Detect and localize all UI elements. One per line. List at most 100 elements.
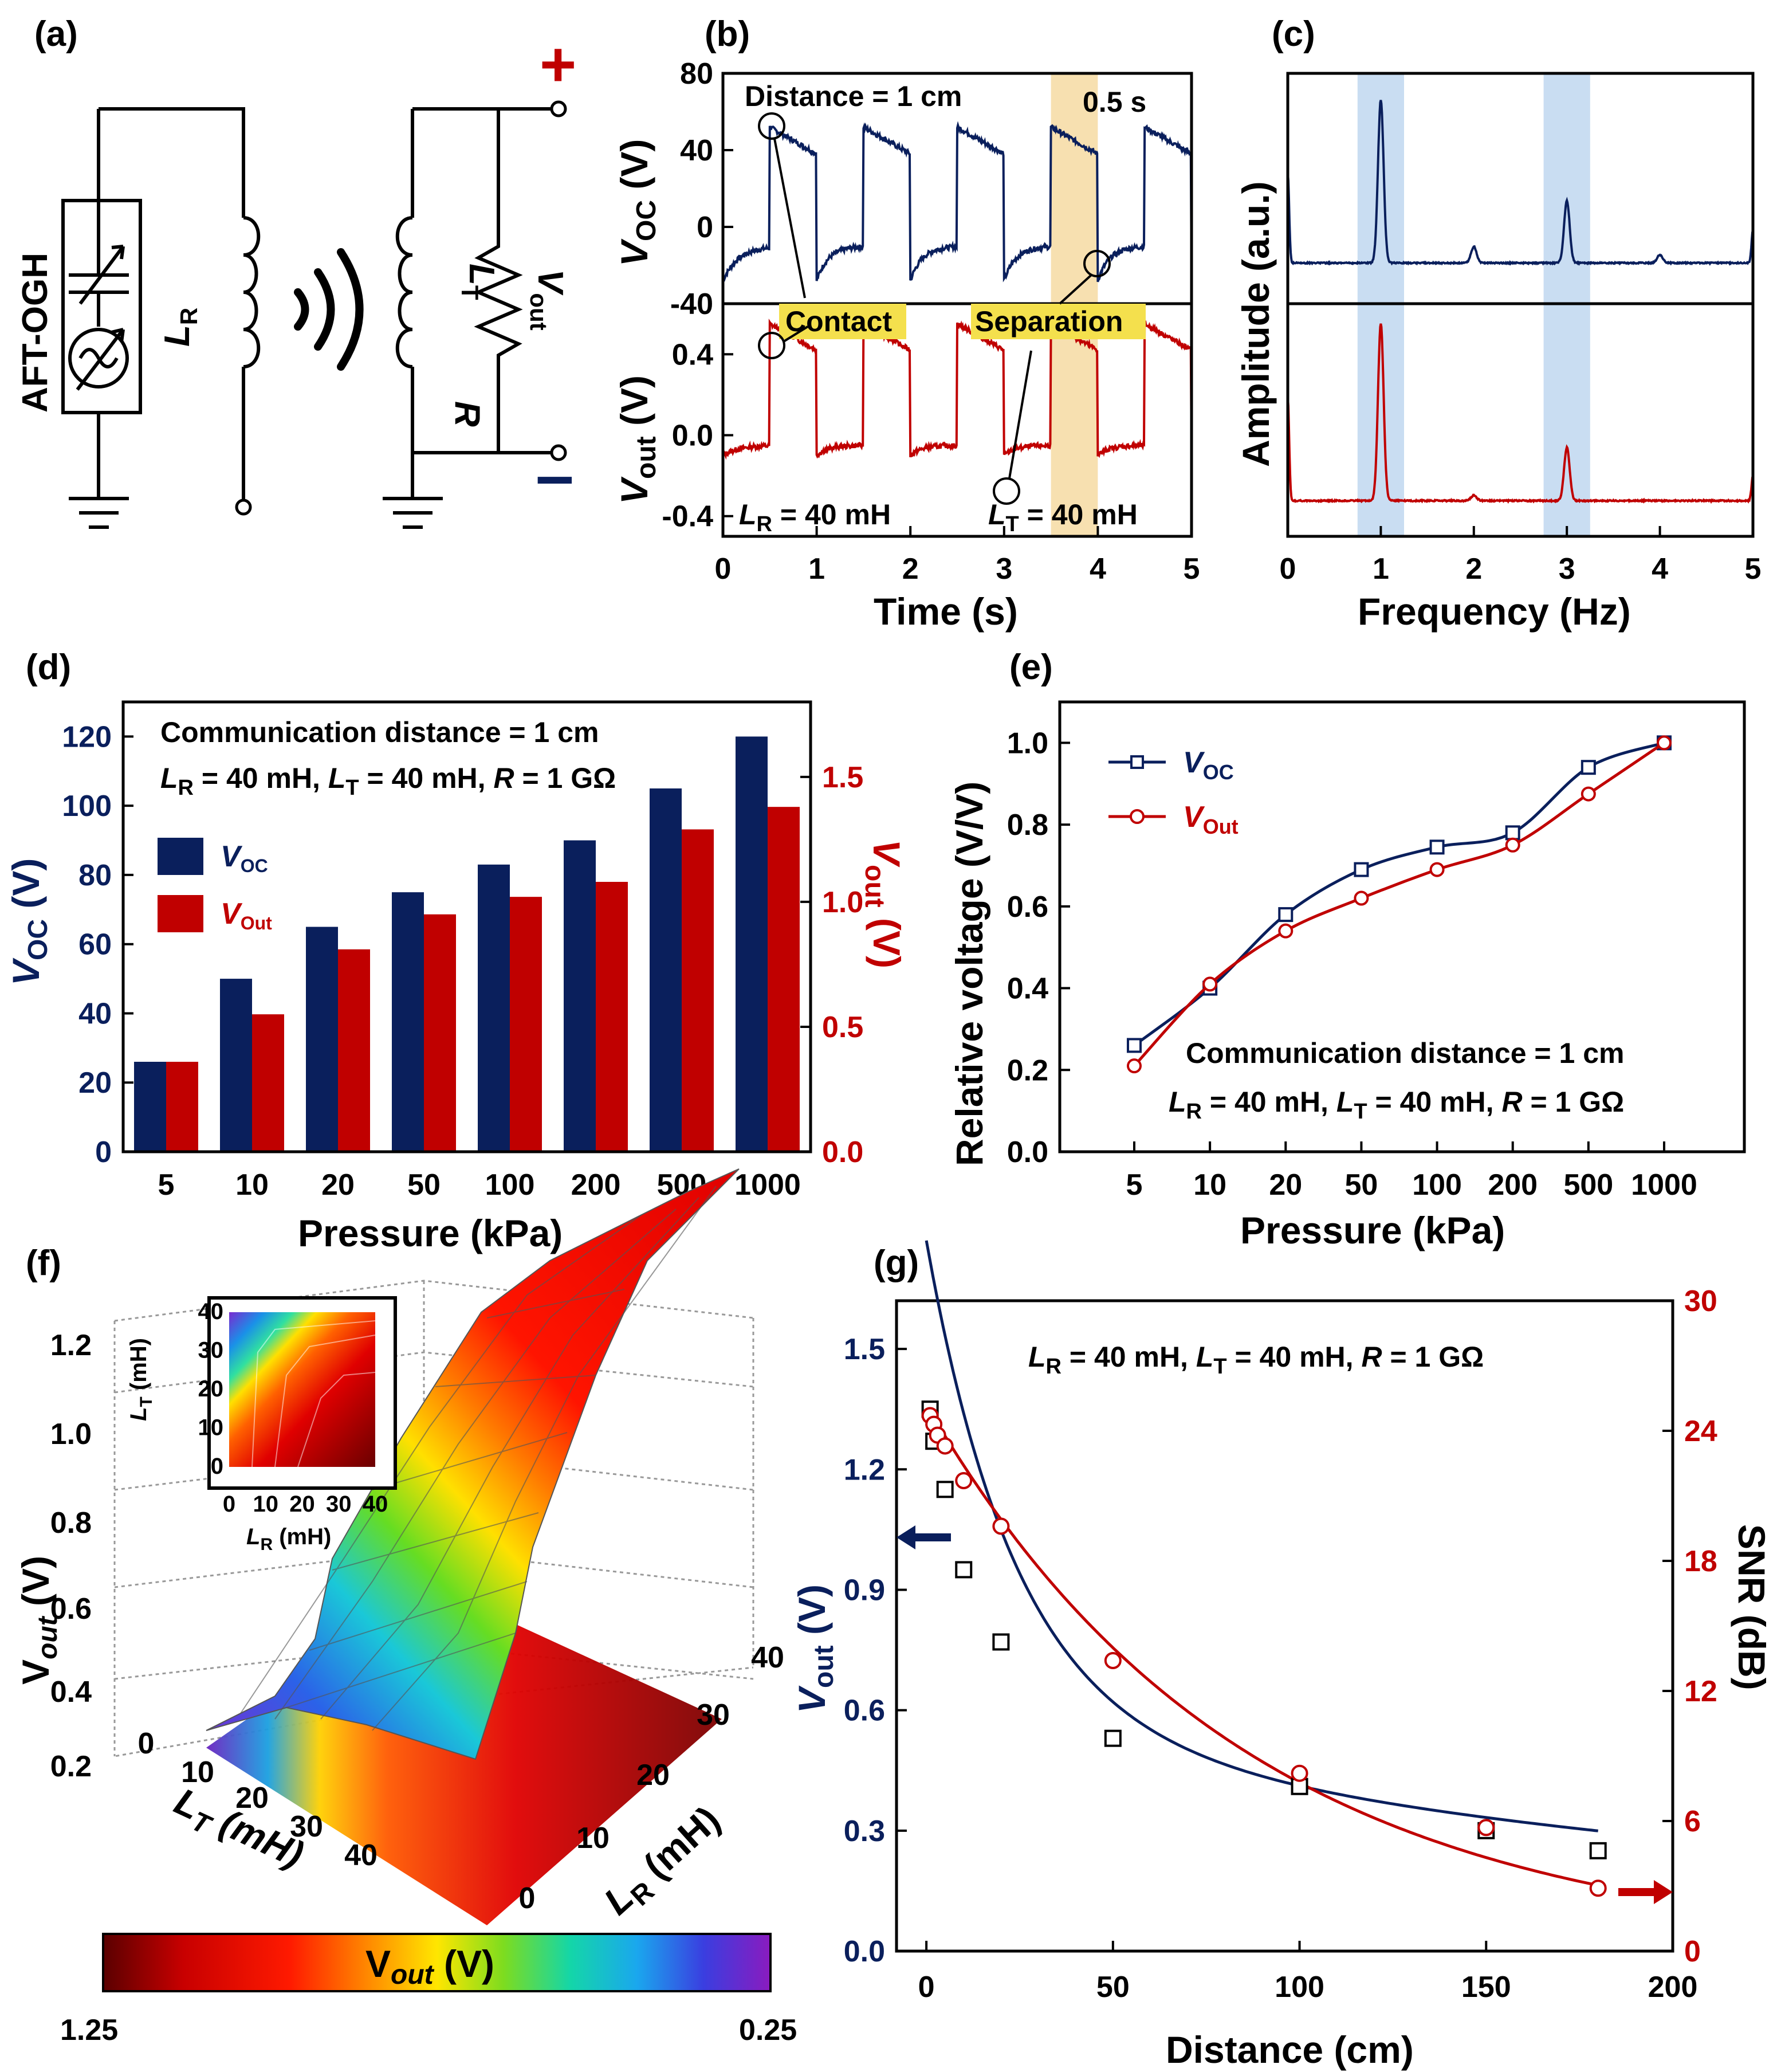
x-tick-label: 4 xyxy=(1652,552,1668,586)
panel-g-frame xyxy=(895,1299,1674,1953)
panel-c-x-ticks: 0 1 2 3 4 5 xyxy=(1280,526,1761,586)
panel-d-x-axis-label: Pressure (kPa) xyxy=(298,1212,563,1254)
inset-y-tick-label: 20 xyxy=(198,1376,224,1402)
circuit-wires xyxy=(61,107,559,504)
time-window-annotation: 0.5 s xyxy=(1083,86,1146,118)
point-vout xyxy=(1278,923,1294,939)
y-right-tick-label: 1.0 xyxy=(822,886,863,919)
panel-g-y-right-label: SNR (dB) xyxy=(1731,1524,1773,1690)
legend-label-voc: VOC xyxy=(221,840,268,876)
point-vout xyxy=(1581,786,1596,802)
panel-b: (b) Distance = 1 cm 0.5 s Contact Separa… xyxy=(613,14,1200,633)
panel-e-note-params: LR = 40 mH, LT = 40 mH, R = 1 GΩ xyxy=(1169,1086,1624,1124)
y-left-tick-label: 40 xyxy=(78,997,112,1030)
bar-vout xyxy=(424,914,456,1152)
minus-terminal-sign: – xyxy=(536,437,574,513)
wireless-wave-icon xyxy=(294,248,364,371)
bar-voc xyxy=(392,892,424,1152)
x-tick-label: 4 xyxy=(1090,552,1106,586)
panel-b-traces xyxy=(722,121,1193,460)
x-tick-label: 1 xyxy=(1373,552,1389,586)
x-tick-label: 100 xyxy=(485,1168,535,1202)
inset-y-tick-label: 0 xyxy=(211,1454,223,1479)
y-left-tick-label: 1.2 xyxy=(844,1453,885,1486)
y-tick-label: 0.6 xyxy=(1007,890,1048,924)
contact-highlight xyxy=(779,304,906,339)
trace-v-out xyxy=(722,319,1193,460)
y-left-tick-label: 1.5 xyxy=(844,1333,885,1366)
y-right-tick-label: 0 xyxy=(1684,1935,1701,1968)
x-tick-label: 10 xyxy=(235,1168,269,1202)
y-left-tick-label: 60 xyxy=(78,928,112,962)
panel-e-legend: VOC VOut xyxy=(1108,746,1239,838)
inductor-icon xyxy=(395,216,413,368)
y-tick-label: 0.2 xyxy=(1007,1054,1048,1087)
point-vout xyxy=(992,1633,1010,1651)
point-vout xyxy=(1589,1842,1607,1859)
point-snr xyxy=(955,1472,973,1490)
panel-g-y-left-label: Vout (V) xyxy=(791,1584,839,1713)
point-voc xyxy=(1429,839,1445,855)
x-tick-label: 0 xyxy=(918,1971,935,2004)
x-tick-label: 0 xyxy=(1280,552,1296,586)
y-tick-label: 40 xyxy=(680,134,713,167)
lr-annotation: LR = 40 mH xyxy=(739,499,891,536)
y-right-tick-label: 24 xyxy=(1684,1415,1717,1448)
device-label: AFT-OGH xyxy=(15,253,55,413)
inset-heatmap xyxy=(229,1312,375,1467)
y-tick-label: 0 xyxy=(697,211,713,244)
x-tick-label: 2 xyxy=(1465,552,1482,586)
x-tick-label: 500 xyxy=(1563,1168,1613,1202)
panel-g-label: (g) xyxy=(874,1243,919,1283)
x-tick-label: 5 xyxy=(158,1168,175,1202)
z-tick-label: 0.4 xyxy=(50,1675,92,1709)
y-tick-label: 0.0 xyxy=(1007,1136,1048,1169)
point-snr xyxy=(1477,1819,1495,1836)
y-right-tick-label: 0.0 xyxy=(822,1136,863,1169)
inset-contours xyxy=(251,1320,376,1467)
x-tick-label: 50 xyxy=(1096,1971,1130,2004)
legend-label-vout: VOut xyxy=(1183,800,1239,838)
y-tick-label: 0.4 xyxy=(672,338,713,371)
colorbar-min: 0.25 xyxy=(739,2014,797,2047)
left-axis-arrow-icon xyxy=(897,1525,951,1549)
lt-tick-label: 10 xyxy=(181,1756,214,1789)
bar-vout xyxy=(768,807,800,1152)
z-tick-label: 1.2 xyxy=(50,1329,92,1362)
y-left-tick-label: 0.0 xyxy=(844,1935,885,1968)
x-tick-label: 200 xyxy=(1488,1168,1538,1202)
bar-vout xyxy=(252,1014,284,1152)
panel-e-note-distance: Communication distance = 1 cm xyxy=(1186,1037,1624,1069)
point-vout xyxy=(1104,1729,1122,1747)
y-left-tick-label: 20 xyxy=(78,1066,112,1100)
point-vout xyxy=(1505,837,1520,853)
x-tick-label: 0 xyxy=(715,552,732,586)
panel-e-series xyxy=(1127,735,1672,1074)
y-tick-label: 0.4 xyxy=(1007,972,1048,1006)
panel-f-label: (f) xyxy=(26,1243,61,1283)
panel-b-x-ticks: 0 1 2 3 4 5 xyxy=(715,526,1200,586)
panel-c: (c) 0 1 2 3 4 5 Frequency (Hz) Amplitude (a.u… xyxy=(1234,14,1761,633)
capacitor-icon xyxy=(69,201,129,327)
separation-highlight xyxy=(971,304,1146,339)
y-right-tick-label: 6 xyxy=(1684,1805,1701,1838)
legend-label-voc: VOC xyxy=(1183,746,1234,784)
point-vout xyxy=(955,1561,973,1579)
surface-mesh xyxy=(240,1186,717,1731)
pulse-markers xyxy=(758,112,1111,505)
inset-y-tick-label: 10 xyxy=(198,1415,224,1441)
panel-e-x-axis-label: Pressure (kPa) xyxy=(1240,1209,1505,1251)
colorbar-max: 1.25 xyxy=(60,2014,118,2047)
x-tick-label: 1000 xyxy=(734,1168,801,1202)
panel-d-note-distance: Communication distance = 1 cm xyxy=(160,716,599,748)
y-left-tick-label: 0.3 xyxy=(844,1815,885,1848)
panel-f-ticks: 1.2 1.0 0.8 0.6 0.4 0.2 0 10 20 30 40 0 10 20 30 40 xyxy=(50,1329,784,1915)
ground-icon xyxy=(69,484,443,529)
y-tick-label: 0.0 xyxy=(672,419,713,452)
panel-g-series xyxy=(921,1240,1607,1897)
resistor-label: R xyxy=(447,401,487,427)
y-tick-label: 0.8 xyxy=(1007,809,1048,842)
bar-voc xyxy=(564,840,596,1152)
panel-b-y-bottom-label: Vout (V) xyxy=(613,375,662,504)
panel-b-y-top-label: VOC (V) xyxy=(613,139,662,266)
